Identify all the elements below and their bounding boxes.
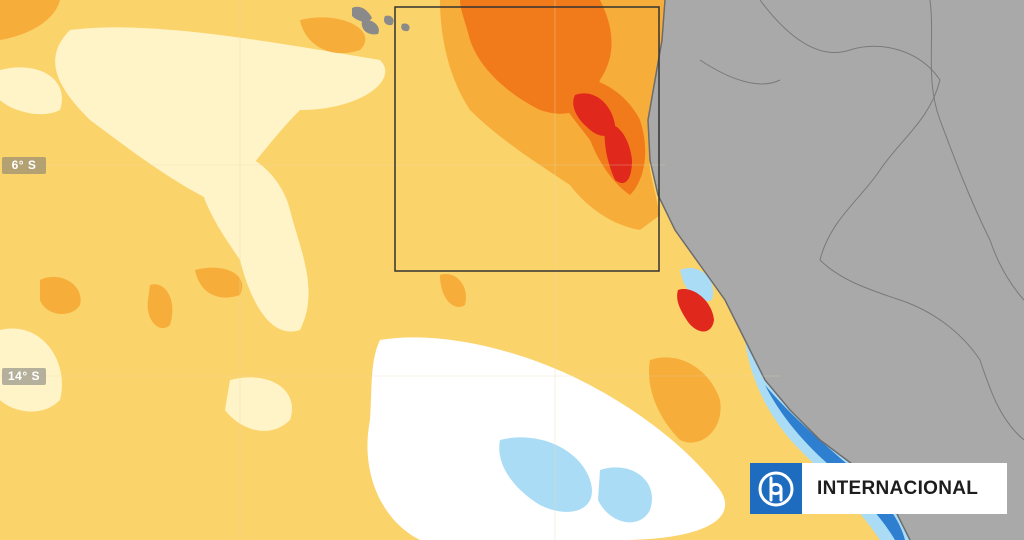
graticule [0, 0, 780, 540]
warm-anomaly-patch [40, 276, 81, 315]
warm-anomaly-patch [649, 357, 721, 443]
warm-anomaly-patch [147, 284, 173, 329]
cool-anomaly-zone [598, 467, 652, 523]
light-anomaly-zone [225, 377, 292, 431]
section-label: INTERNACIONAL [802, 463, 1007, 514]
cool-anomaly-zone [680, 268, 714, 302]
warm-anomaly-patch [0, 0, 60, 40]
extreme-anomaly-zone [604, 124, 632, 184]
warm-anomaly-patch [440, 274, 466, 307]
highlighted-region-box [394, 6, 660, 272]
extreme-anomaly-zone [573, 93, 615, 136]
warm-anomaly-patch [195, 267, 243, 298]
latitude-label-6s: 6° S [2, 157, 46, 174]
light-anomaly-zone [55, 27, 386, 201]
country-border [699, 59, 781, 85]
country-border [759, 0, 1024, 441]
biobio-logo-icon [750, 463, 802, 514]
extreme-anomaly-zone [677, 289, 714, 332]
latitude-label-14s: 14° S [2, 368, 46, 385]
cool-anomaly-zone [499, 437, 592, 512]
galapagos-islands [352, 6, 410, 35]
light-anomaly-zone [198, 148, 309, 332]
coastline [647, 0, 911, 540]
warm-anomaly-patch [300, 17, 366, 54]
country-border [929, 0, 1024, 301]
light-anomaly-zone [0, 67, 62, 115]
section-badge[interactable]: INTERNACIONAL [750, 463, 1007, 514]
